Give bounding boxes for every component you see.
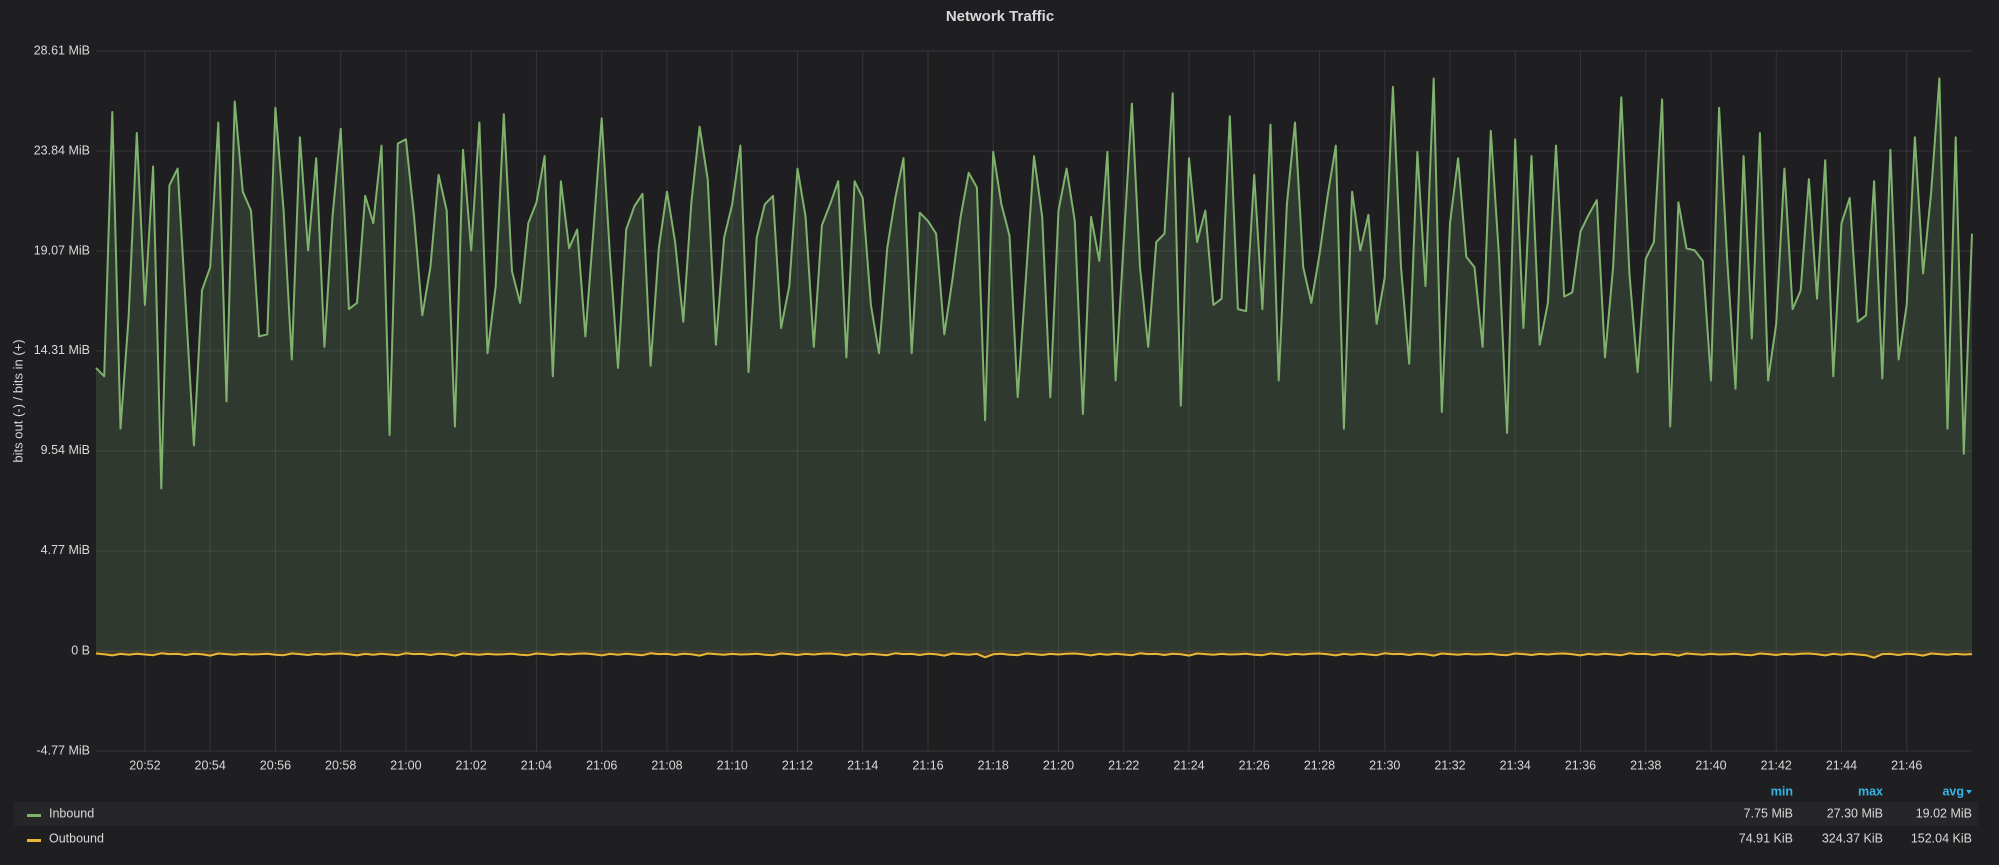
y-tick-label: 4.77 MiB (41, 543, 90, 557)
legend-column-header[interactable]: max (1858, 784, 1883, 798)
legend-swatch (27, 839, 41, 842)
x-tick-label: 20:58 (325, 758, 356, 772)
legend-label[interactable]: Outbound (49, 831, 104, 845)
legend-stat: 324.37 KiB (1822, 831, 1883, 845)
x-tick-label: 21:24 (1173, 758, 1204, 772)
x-tick-label: 21:26 (1239, 758, 1270, 772)
x-tick-label: 21:40 (1695, 758, 1726, 772)
x-tick-label: 21:06 (586, 758, 617, 772)
legend-stat: 7.75 MiB (1744, 806, 1793, 820)
x-tick-label: 21:18 (978, 758, 1009, 772)
x-tick-label: 21:42 (1761, 758, 1792, 772)
x-tick-label: 21:14 (847, 758, 878, 772)
legend-stat: 19.02 MiB (1916, 806, 1972, 820)
y-tick-label: 23.84 MiB (34, 143, 90, 157)
y-axis-label: bits out (-) / bits in (+) (10, 339, 25, 462)
sort-indicator[interactable] (1966, 790, 1972, 794)
series-area (96, 650, 1972, 658)
x-tick-label: 21:08 (651, 758, 682, 772)
y-tick-label: 9.54 MiB (41, 443, 90, 457)
x-tick-label: 21:34 (1500, 758, 1531, 772)
x-tick-label: 20:56 (260, 758, 291, 772)
x-tick-label: 21:02 (456, 758, 487, 772)
y-tick-label: -4.77 MiB (37, 743, 91, 757)
legend-swatch (27, 814, 41, 817)
legend-stat: 74.91 KiB (1739, 831, 1793, 845)
x-tick-label: 21:46 (1891, 758, 1922, 772)
x-tick-label: 21:38 (1630, 758, 1661, 772)
x-tick-label: 21:00 (390, 758, 421, 772)
x-tick-label: 21:22 (1108, 758, 1139, 772)
x-tick-label: 21:12 (782, 758, 813, 772)
y-tick-label: 28.61 MiB (34, 43, 90, 57)
series-line (95, 77, 1973, 490)
x-tick-label: 21:04 (521, 758, 552, 772)
legend-stat: 152.04 KiB (1911, 831, 1972, 845)
chart-title: Network Traffic (946, 8, 1054, 25)
series-line (95, 652, 1973, 659)
x-tick-label: 21:44 (1826, 758, 1857, 772)
x-tick-label: 21:36 (1565, 758, 1596, 772)
x-tick-label: 21:20 (1043, 758, 1074, 772)
x-tick-label: 21:16 (912, 758, 943, 772)
x-tick-label: 21:10 (717, 758, 748, 772)
y-tick-label: 0 B (71, 643, 90, 657)
x-tick-label: 21:28 (1304, 758, 1335, 772)
legend-label[interactable]: Inbound (49, 806, 94, 820)
y-tick-label: 19.07 MiB (34, 243, 90, 257)
legend-stat: 27.30 MiB (1827, 806, 1883, 820)
x-tick-label: 20:52 (129, 758, 160, 772)
legend-row-background (14, 802, 1978, 826)
y-tick-label: 14.31 MiB (34, 343, 90, 357)
x-tick-label: 21:32 (1434, 758, 1465, 772)
legend-column-header[interactable]: min (1771, 784, 1793, 798)
x-tick-label: 20:54 (195, 758, 226, 772)
x-tick-label: 21:30 (1369, 758, 1400, 772)
legend-column-header[interactable]: avg (1942, 784, 1964, 798)
